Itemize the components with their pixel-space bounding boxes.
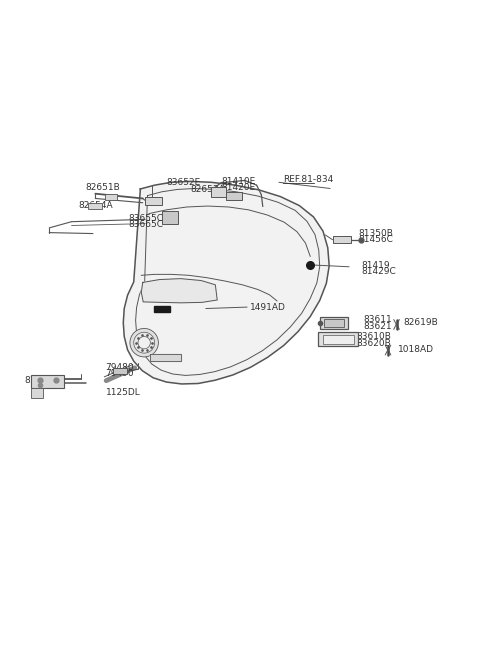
Text: 82619B: 82619B	[404, 318, 438, 328]
Text: 83621: 83621	[363, 322, 392, 331]
Text: 1018AD: 1018AD	[397, 345, 433, 354]
Polygon shape	[123, 181, 329, 384]
Polygon shape	[105, 194, 117, 200]
Polygon shape	[333, 236, 351, 243]
Polygon shape	[150, 354, 180, 361]
Text: 81456C: 81456C	[359, 235, 394, 244]
Text: 79490: 79490	[105, 369, 133, 379]
Polygon shape	[162, 212, 179, 224]
Polygon shape	[226, 193, 242, 200]
Text: 1125DL: 1125DL	[106, 388, 141, 397]
Text: 82654A: 82654A	[79, 200, 113, 210]
Polygon shape	[88, 203, 102, 210]
Text: 82651B: 82651B	[86, 183, 120, 192]
Polygon shape	[320, 317, 348, 329]
Text: 83610B: 83610B	[356, 333, 391, 341]
Polygon shape	[31, 375, 63, 388]
Text: 81419: 81419	[361, 261, 390, 271]
Text: REF.81-834: REF.81-834	[283, 175, 333, 184]
Text: 79480: 79480	[105, 364, 133, 372]
Text: 82653A: 82653A	[190, 185, 225, 195]
Polygon shape	[154, 306, 170, 312]
Text: 81350B: 81350B	[359, 229, 394, 238]
Polygon shape	[113, 368, 127, 374]
Polygon shape	[324, 320, 344, 327]
Text: 83611: 83611	[363, 316, 392, 324]
Text: 81389A: 81389A	[24, 376, 59, 385]
Polygon shape	[323, 335, 354, 344]
Text: 81410E: 81410E	[221, 177, 255, 186]
Text: 83652E: 83652E	[167, 178, 201, 187]
Polygon shape	[31, 388, 43, 398]
Text: 81429C: 81429C	[361, 267, 396, 276]
Polygon shape	[141, 278, 217, 303]
Text: 1491AD: 1491AD	[250, 303, 286, 312]
Polygon shape	[211, 187, 226, 197]
Circle shape	[130, 328, 158, 357]
Text: 83620B: 83620B	[356, 339, 391, 348]
Circle shape	[138, 337, 150, 349]
Text: 81420E: 81420E	[221, 183, 255, 192]
Polygon shape	[145, 196, 162, 205]
Circle shape	[134, 332, 155, 353]
Text: 83665C: 83665C	[129, 220, 164, 229]
Text: 83655C: 83655C	[129, 214, 164, 223]
Polygon shape	[318, 332, 358, 346]
